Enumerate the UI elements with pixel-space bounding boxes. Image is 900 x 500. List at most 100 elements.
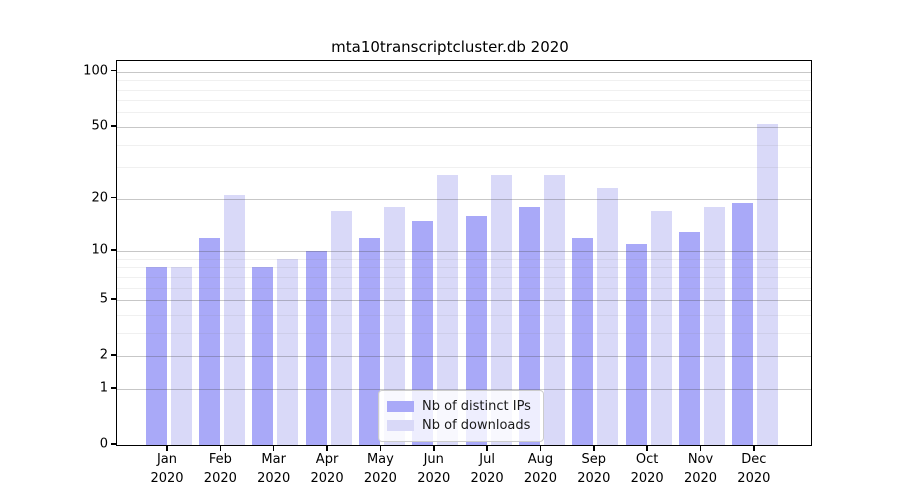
y-tick-mark — [111, 354, 116, 356]
bar-downloads-apr — [330, 211, 352, 445]
y-tick-label: 0 — [99, 436, 108, 452]
bar-ips-apr — [305, 251, 327, 445]
y-tick-label: 2 — [99, 347, 108, 363]
y-tick-label: 1 — [99, 380, 108, 396]
gridline-100 — [117, 71, 811, 73]
gridline-6 — [117, 287, 811, 289]
gridline-7 — [117, 276, 811, 278]
legend-item-downloads: Nb of downloads — [387, 416, 535, 434]
x-tick-year: 2020 — [630, 471, 664, 486]
y-tick-mark — [111, 443, 116, 445]
gridline-60 — [117, 112, 811, 114]
x-tick-label-may: May 2020 — [350, 450, 410, 488]
y-tick-mark — [111, 249, 116, 251]
x-tick-label-apr: Apr 2020 — [297, 450, 357, 488]
y-tick-label: 20 — [91, 190, 108, 206]
y-tick-mark — [111, 69, 116, 72]
bar-downloads-jul — [490, 175, 512, 445]
y-tick-label: 50 — [91, 118, 108, 134]
bar-downloads-may — [383, 206, 405, 445]
x-tick-year: 2020 — [470, 471, 504, 486]
x-tick-year: 2020 — [523, 471, 557, 486]
x-tick-mark — [433, 445, 435, 451]
x-tick-year: 2020 — [683, 471, 718, 486]
downloads-swatch-icon — [387, 419, 414, 431]
bar-ips-jan — [145, 267, 167, 445]
x-tick-year: 2020 — [310, 471, 344, 486]
gridline-90 — [117, 80, 811, 82]
gridline-80 — [117, 89, 811, 91]
gridline-4 — [117, 314, 811, 316]
bar-downloads-oct — [650, 211, 672, 445]
bar-downloads-jan — [170, 267, 192, 445]
gridline-10 — [117, 251, 811, 253]
gridline-20 — [117, 198, 811, 200]
x-tick-year: 2020 — [417, 471, 451, 486]
gridline-70 — [117, 100, 811, 102]
bar-downloads-jun — [437, 175, 459, 445]
x-tick-year: 2020 — [737, 471, 771, 486]
x-tick-mark — [539, 445, 542, 451]
x-tick-mark — [753, 445, 755, 451]
gridline-2 — [117, 356, 811, 358]
gridline-1 — [117, 388, 811, 390]
x-tick-mark — [646, 445, 648, 451]
x-tick-mark — [326, 445, 328, 451]
y-tick-mark — [111, 298, 116, 300]
x-tick-label-nov: Nov 2020 — [671, 450, 731, 488]
x-tick-mark — [379, 445, 382, 451]
y-tick-label: 5 — [99, 291, 108, 307]
legend-label: Nb of distinct IPs — [422, 398, 531, 414]
gridline-9 — [117, 258, 811, 260]
bar-ips-jun — [412, 220, 434, 445]
bar-downloads-aug — [543, 175, 565, 445]
bar-downloads-feb — [223, 194, 245, 445]
bar-ips-dec — [732, 202, 754, 445]
bar-ips-aug — [518, 206, 540, 445]
gridline-50 — [117, 126, 811, 128]
x-tick-label-jul: Jul 2020 — [457, 450, 517, 488]
x-tick-label-sep: Sep 2020 — [564, 450, 624, 488]
x-tick-year: 2020 — [203, 471, 237, 486]
x-tick-mark — [219, 445, 222, 451]
x-tick-year: 2020 — [363, 471, 397, 486]
x-tick-label-jun: Jun 2020 — [404, 450, 464, 488]
gridline-8 — [117, 267, 811, 269]
x-tick-label-mar: Mar 2020 — [244, 450, 304, 488]
x-tick-label-aug: Aug 2020 — [510, 450, 570, 488]
y-tick-label: 10 — [91, 242, 108, 258]
x-tick-label-oct: Oct 2020 — [617, 450, 677, 488]
gridline-5 — [117, 300, 811, 302]
gridline-30 — [117, 167, 811, 169]
gridline-40 — [117, 144, 811, 146]
x-tick-mark — [699, 445, 702, 451]
legend: Nb of distinct IPs Nb of downloads — [378, 390, 544, 442]
bar-ips-may — [358, 237, 380, 445]
legend-item-distinct-ips: Nb of distinct IPs — [387, 397, 535, 415]
x-tick-mark — [166, 445, 168, 451]
bar-ips-feb — [198, 237, 220, 445]
bar-downloads-nov — [704, 206, 725, 445]
legend-label: Nb of downloads — [422, 417, 531, 433]
chart-title: mta10transcriptcluster.db 2020 — [331, 38, 569, 56]
bar-downloads-dec — [757, 123, 779, 445]
x-tick-year: 2020 — [577, 471, 611, 486]
gridline-3 — [117, 332, 811, 334]
y-tick-label: 100 — [83, 63, 108, 79]
bar-ips-jul — [465, 215, 487, 445]
x-tick-mark — [272, 445, 275, 451]
y-tick-mark — [111, 125, 116, 127]
x-tick-label-jan: Jan 2020 — [137, 450, 197, 488]
bar-ips-nov — [679, 231, 700, 445]
x-tick-year: 2020 — [150, 471, 184, 486]
y-tick-mark — [111, 196, 116, 199]
bar-downloads-mar — [277, 258, 299, 445]
y-tick-mark — [111, 387, 116, 389]
x-tick-label-feb: Feb 2020 — [190, 450, 250, 488]
plot-area — [116, 60, 812, 446]
bar-ips-sep — [572, 237, 594, 445]
ips-swatch-icon — [387, 400, 414, 412]
bar-downloads-sep — [597, 187, 619, 445]
x-tick-label-dec: Dec 2020 — [724, 450, 784, 488]
